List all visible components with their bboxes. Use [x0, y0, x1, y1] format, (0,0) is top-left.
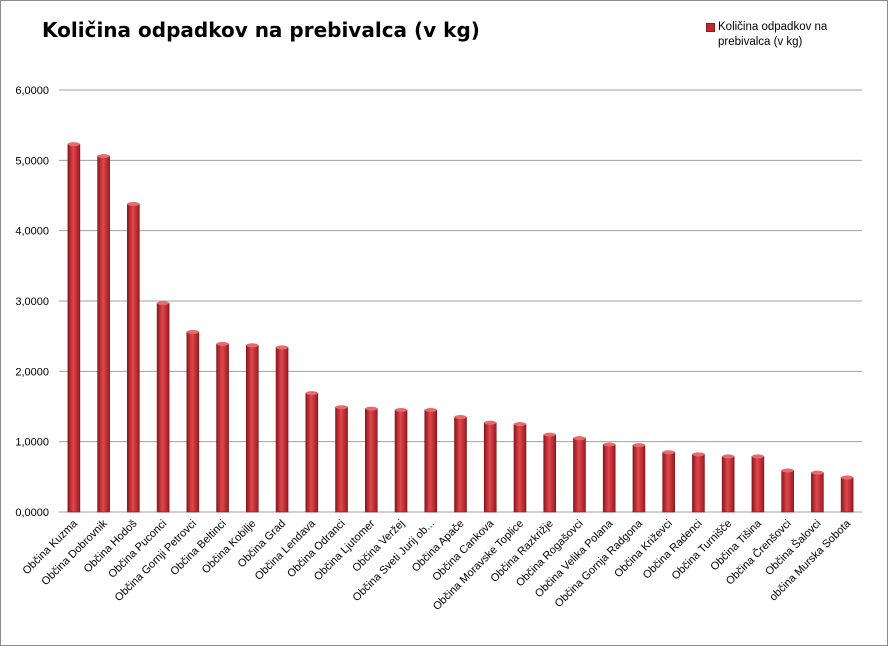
- bar-cap: [573, 436, 586, 441]
- bar-cap: [484, 420, 497, 425]
- legend-swatch: [706, 23, 715, 32]
- bar: [424, 409, 438, 513]
- legend-label: Količina odpadkov na prebivalca (v kg): [718, 21, 828, 48]
- bar-cap: [335, 405, 348, 410]
- bar-cap: [276, 345, 289, 350]
- bar: [305, 392, 319, 513]
- bar: [335, 406, 348, 513]
- bar-cap: [216, 341, 229, 346]
- y-tick-label: 4,0000: [15, 226, 49, 238]
- bar: [186, 331, 200, 513]
- bars: [67, 142, 854, 513]
- bar-cap: [751, 454, 764, 459]
- bar-cap: [365, 406, 378, 411]
- bar: [364, 408, 378, 513]
- bar-cap: [246, 343, 259, 348]
- bar: [781, 470, 794, 513]
- bar-cap: [97, 154, 110, 159]
- bar: [692, 454, 705, 513]
- bar: [454, 416, 467, 513]
- bar: [751, 456, 765, 513]
- bar-cap: [841, 475, 854, 480]
- legend: Količina odpadkov na prebivalca (v kg): [706, 20, 876, 50]
- chart-title: Količina odpadkov na prebivalca (v kg): [42, 18, 480, 42]
- bar: [840, 477, 854, 513]
- bar-cap: [157, 301, 170, 306]
- y-tick-label: 3,0000: [15, 296, 49, 308]
- bar-cap: [127, 201, 140, 206]
- y-tick-label: 6,0000: [15, 85, 49, 97]
- bar-cap: [692, 452, 705, 457]
- y-tick-label: 2,0000: [15, 366, 49, 378]
- y-tick-label: 0,0000: [15, 507, 49, 519]
- bar: [632, 444, 646, 513]
- bar: [156, 302, 170, 513]
- bar-cap: [454, 415, 467, 420]
- bar-cap: [811, 470, 824, 475]
- bar: [97, 155, 110, 513]
- bar: [721, 456, 735, 513]
- bar-cap: [632, 443, 645, 448]
- y-tick-label: 5,0000: [15, 155, 49, 167]
- bar-cap: [424, 408, 437, 413]
- bar: [662, 451, 675, 513]
- bar-cap: [662, 450, 675, 455]
- bar: [811, 472, 824, 513]
- bar: [67, 143, 81, 513]
- bar: [602, 444, 616, 513]
- bar-cap: [186, 329, 199, 334]
- bar: [483, 422, 497, 513]
- bar-cap: [67, 142, 80, 147]
- bar-cap: [305, 391, 318, 396]
- bar-cap: [513, 422, 526, 427]
- y-tick-label: 1,0000: [15, 437, 49, 449]
- bar: [573, 437, 586, 513]
- bar: [127, 203, 140, 513]
- bar-cap: [543, 432, 556, 437]
- bar: [216, 343, 229, 513]
- bar: [513, 423, 527, 513]
- bar-cap: [781, 468, 794, 473]
- bar: [275, 347, 289, 513]
- bar-cap: [395, 408, 408, 413]
- y-axis-tick-labels: 0,0000 1,0000 2,0000 3,0000 4,0000 5,0000 6,00…: [15, 85, 49, 519]
- bar-cap: [722, 454, 735, 459]
- bar-cap: [603, 442, 616, 447]
- bar: [246, 345, 259, 513]
- bar: [543, 434, 557, 513]
- bar: [394, 409, 408, 513]
